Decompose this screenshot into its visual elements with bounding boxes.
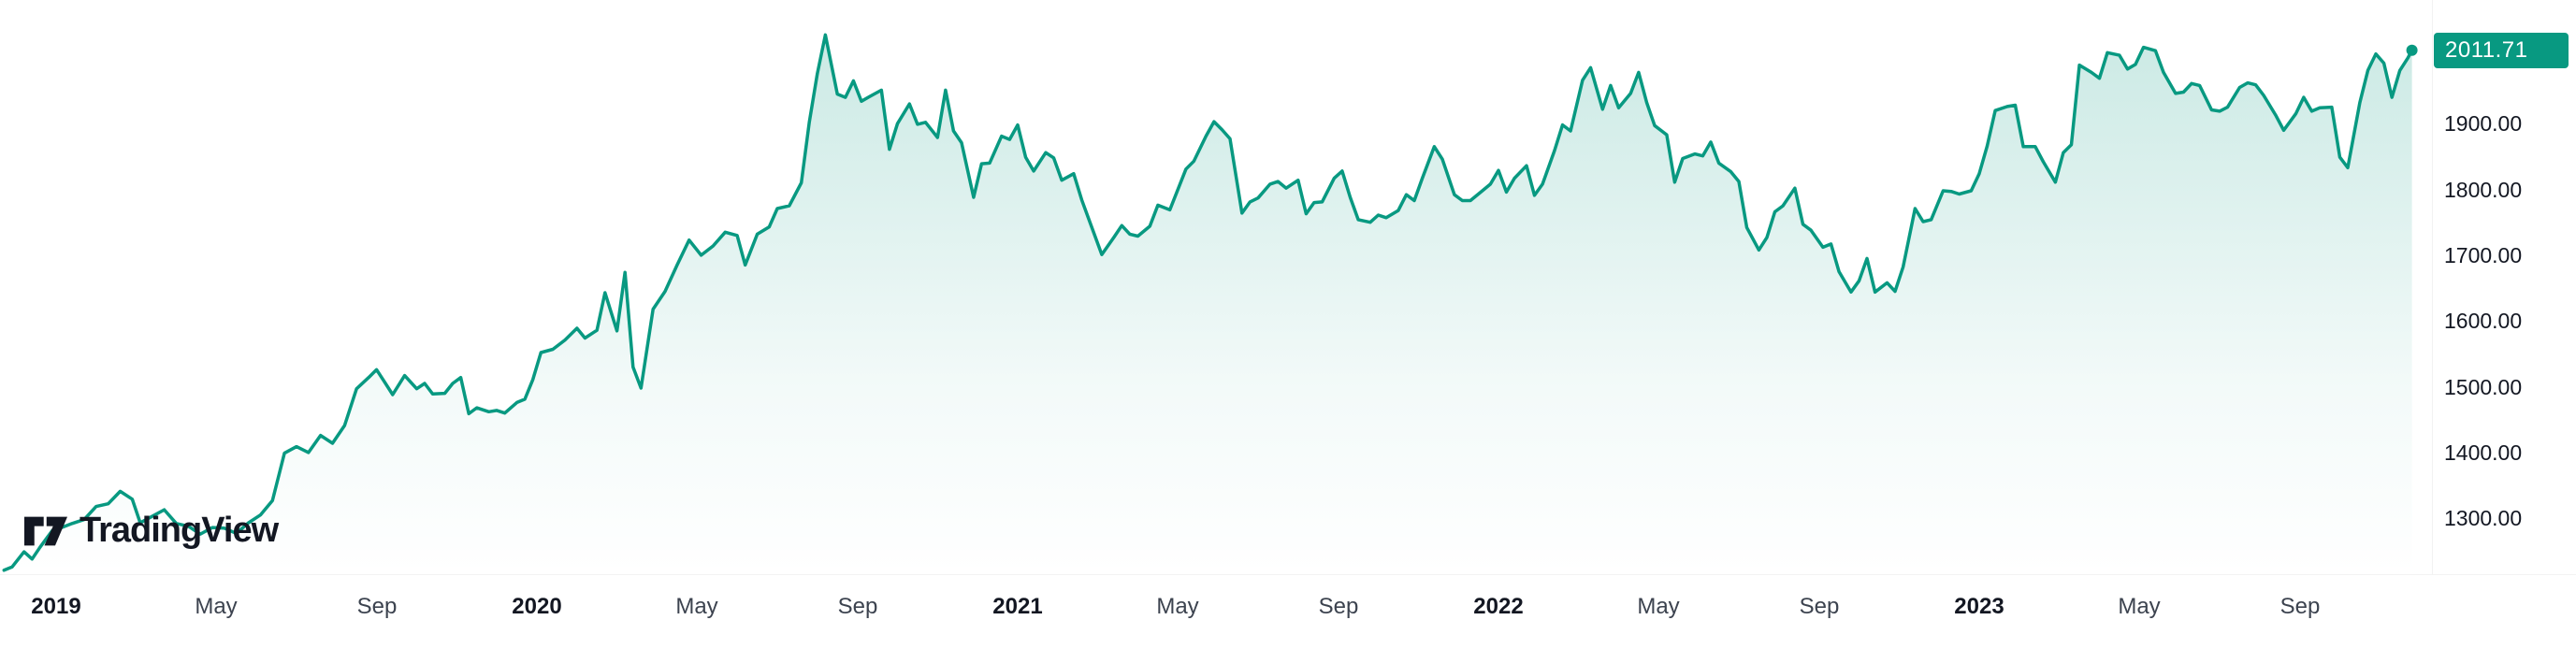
time-axis-label: May [2118,594,2161,619]
time-axis-label: 2023 [1954,594,2004,619]
price-axis-label: 1700.00 [2444,243,2523,267]
time-axis-label: Sep [2279,594,2321,619]
price-axis-label: 1600.00 [2444,309,2523,333]
time-axis-label: 2019 [31,594,81,619]
tradingview-wordmark: TradingView [80,511,279,550]
time-axis-label: 2022 [1473,594,1524,619]
time-axis-label: 2021 [992,594,1043,619]
last-price-marker [2406,44,2418,56]
price-axis-label: 1900.00 [2444,111,2523,136]
area-fill [4,35,2412,574]
price-axis-label: 1300.00 [2444,506,2523,530]
time-axis-label: Sep [356,594,398,619]
time-axis-label: May [195,594,238,619]
price-axis[interactable]: 1900.00 1800.00 1700.00 1600.00 1500.00 1400.… [2432,0,2576,574]
price-axis-label: 1400.00 [2444,440,2523,465]
time-axis-label: May [1156,594,1199,619]
time-axis-label: Sep [1799,594,1840,619]
time-axis-label: 2020 [512,594,562,619]
price-axis-label: 1800.00 [2444,178,2523,202]
time-axis-label: Sep [1318,594,1359,619]
time-axis[interactable]: 2019 May Sep 2020 May Sep 2021 May Sep 2022 May Sep… [0,574,2576,649]
tradingview-icon [24,516,67,545]
price-chart[interactable] [0,0,2432,574]
time-axis-label: May [675,594,718,619]
time-axis-label: May [1637,594,1680,619]
time-axis-label: Sep [837,594,878,619]
tradingview-logo[interactable]: TradingView [24,511,279,551]
current-price-badge: 2011.71 [2434,33,2569,68]
price-axis-label: 1500.00 [2444,375,2523,399]
price-line [2,33,2414,572]
